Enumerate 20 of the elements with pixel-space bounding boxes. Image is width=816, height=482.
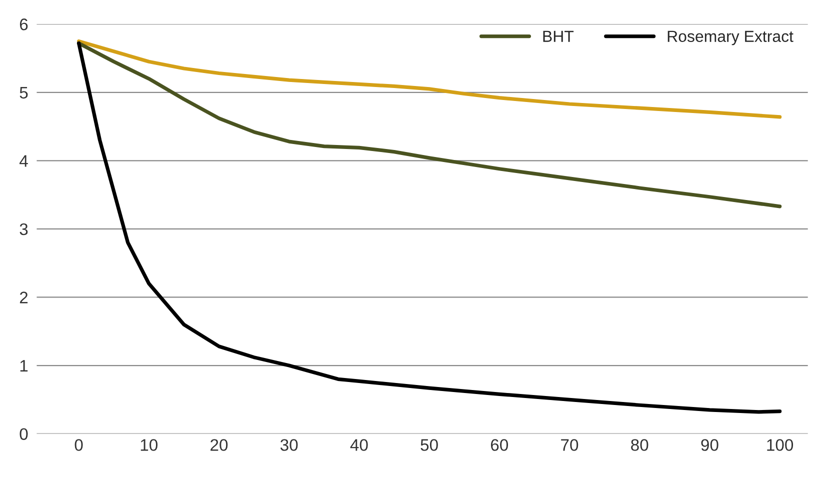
x-tick-label: 10 (140, 439, 158, 451)
y-tick-label: 3 (20, 223, 28, 236)
y-tick-label: 5 (20, 86, 28, 99)
x-tick-label: 30 (280, 439, 298, 451)
legend-label: Rosemary Extract (668, 30, 794, 46)
x-tick-label: 70 (561, 439, 578, 451)
y-tick-label: 2 (20, 292, 28, 304)
y-tick-label: 4 (20, 155, 28, 167)
x-tick-label: 0 (74, 439, 83, 451)
y-tick-label: 6 (20, 18, 28, 30)
x-tick-label: 50 (420, 439, 438, 451)
x-tick-label: 40 (350, 439, 368, 451)
y-tick-label: 1 (20, 360, 28, 372)
x-tick-label: 100 (767, 439, 794, 451)
legend-label: BHT (543, 30, 574, 42)
x-tick-label: 80 (631, 439, 648, 451)
x-tick-label: 90 (701, 439, 718, 451)
x-tick-label: 60 (490, 439, 508, 451)
x-tick-label: 20 (210, 439, 228, 451)
y-tick-label: 0 (20, 428, 28, 440)
